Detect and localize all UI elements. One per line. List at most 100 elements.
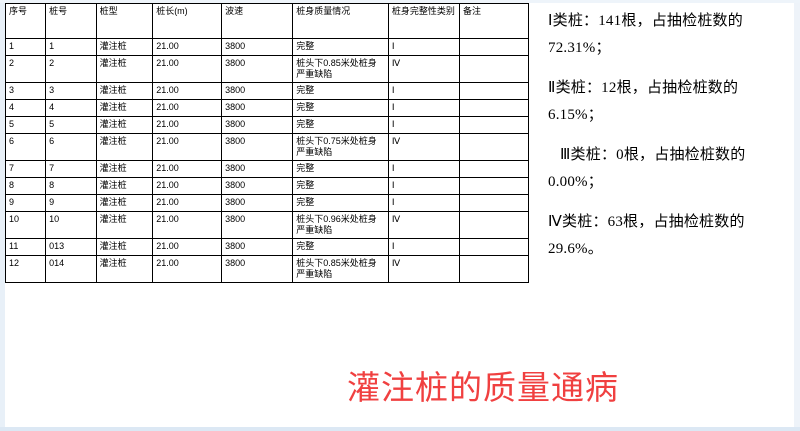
cell-quality: 完整 [292,82,389,100]
cell-index: 5 [4,116,47,134]
cell-quality: 完整 [292,177,389,195]
note-class-2-line1: Ⅱ类桩：12根，占抽检桩数的 [548,80,739,96]
cell-remark [458,82,530,100]
cell-wave-speed: 3800 [221,55,294,83]
cell-pile-type: 灌注桩 [95,133,154,161]
cell-pile-type: 灌注桩 [95,160,154,178]
cell-pile-no: 8 [45,177,97,195]
statistics-notes: Ⅰ类桩：141根，占抽检桩数的 72.31%； Ⅱ类桩：12根，占抽检桩数的 6… [548,8,794,276]
table-body: 1 1 灌注桩 21.00 3800 完整 Ⅰ 2 2 灌注桩 21.00 38… [4,38,530,283]
cell-pile-length: 21.00 [152,194,223,212]
cell-index: 6 [4,133,47,161]
note-class-4: Ⅳ类桩：63根，占抽检桩数的 29.6%。 [548,209,794,263]
cell-index: 11 [4,238,47,256]
cell-quality: 完整 [292,116,389,134]
table-header-cell: 桩身完整性类别 [387,3,460,39]
table-row: 12 014 灌注桩 21.00 3800 桩头下0.85米处桩身严重缺陷 Ⅳ [4,255,530,283]
cell-wave-speed: 3800 [221,38,294,56]
cell-integrity-class: Ⅳ [387,133,460,161]
cell-integrity-class: Ⅰ [387,160,460,178]
cell-quality: 桩头下0.75米处桩身严重缺陷 [292,133,389,161]
table-row: 6 6 灌注桩 21.00 3800 桩头下0.75米处桩身严重缺陷 Ⅳ [4,133,530,161]
table-header-cell: 桩号 [45,3,97,39]
cell-pile-length: 21.00 [152,82,223,100]
cell-quality: 桩头下0.85米处桩身严重缺陷 [292,55,389,83]
page-edge-bottom [0,427,800,431]
cell-integrity-class: Ⅳ [387,255,460,283]
cell-pile-length: 21.00 [152,38,223,56]
table-header-cell: 波速 [221,3,294,39]
table-row: 5 5 灌注桩 21.00 3800 完整 Ⅰ [4,116,530,134]
slide-overlay-title: 灌注桩的质量通病 [347,371,619,407]
cell-index: 4 [4,99,47,117]
cell-wave-speed: 3800 [221,82,294,100]
cell-quality: 完整 [292,194,389,212]
cell-index: 3 [4,82,47,100]
cell-index: 9 [4,194,47,212]
note-class-3-line2: 0.00%； [548,174,603,190]
cell-wave-speed: 3800 [221,177,294,195]
cell-pile-length: 21.00 [152,55,223,83]
note-class-4-line1: Ⅳ类桩：63根，占抽检桩数的 [548,214,745,230]
cell-pile-type: 灌注桩 [95,82,154,100]
cell-index: 1 [4,38,47,56]
table-row: 2 2 灌注桩 21.00 3800 桩头下0.85米处桩身严重缺陷 Ⅳ [4,55,530,83]
note-class-3: Ⅲ类桩：0根，占抽检桩数的 0.00%； [548,142,794,196]
cell-remark [458,160,530,178]
cell-pile-no: 014 [45,255,97,283]
cell-integrity-class: Ⅳ [387,55,460,83]
cell-quality: 完整 [292,238,389,256]
cell-integrity-class: Ⅰ [387,238,460,256]
cell-wave-speed: 3800 [221,99,294,117]
cell-index: 8 [4,177,47,195]
cell-pile-type: 灌注桩 [95,99,154,117]
cell-integrity-class: Ⅰ [387,99,460,117]
cell-pile-type: 灌注桩 [95,238,154,256]
note-class-2-line2: 6.15%； [548,107,603,123]
cell-integrity-class: Ⅳ [387,211,460,239]
cell-wave-speed: 3800 [221,255,294,283]
cell-integrity-class: Ⅰ [387,177,460,195]
table-row: 7 7 灌注桩 21.00 3800 完整 Ⅰ [4,160,530,178]
cell-pile-type: 灌注桩 [95,55,154,83]
cell-pile-type: 灌注桩 [95,211,154,239]
cell-remark [458,38,530,56]
cell-remark [458,55,530,83]
cell-pile-type: 灌注桩 [95,116,154,134]
cell-pile-length: 21.00 [152,160,223,178]
cell-index: 10 [4,211,47,239]
pile-inspection-table-wrap: 序号 桩号 桩型 桩长(m) 波速 桩身质量情况 桩身完整性类别 备注 1 1 … [4,3,530,283]
cell-quality: 完整 [292,160,389,178]
cell-pile-type: 灌注桩 [95,38,154,56]
table-header-cell: 序号 [4,3,47,39]
cell-pile-no: 5 [45,116,97,134]
cell-pile-type: 灌注桩 [95,255,154,283]
page-edge-top [0,0,800,3]
cell-wave-speed: 3800 [221,160,294,178]
cell-integrity-class: Ⅰ [387,38,460,56]
cell-pile-length: 21.00 [152,238,223,256]
cell-remark [458,211,530,239]
table-row: 11 013 灌注桩 21.00 3800 完整 Ⅰ [4,238,530,256]
cell-pile-no: 1 [45,38,97,56]
cell-index: 2 [4,55,47,83]
cell-wave-speed: 3800 [221,211,294,239]
table-header-cell: 备注 [458,3,530,39]
table-row: 3 3 灌注桩 21.00 3800 完整 Ⅰ [4,82,530,100]
table-row: 9 9 灌注桩 21.00 3800 完整 Ⅰ [4,194,530,212]
pile-inspection-table: 序号 桩号 桩型 桩长(m) 波速 桩身质量情况 桩身完整性类别 备注 1 1 … [4,3,530,283]
note-class-3-line1: Ⅲ类桩：0根，占抽检桩数的 [560,147,746,163]
cell-pile-length: 21.00 [152,177,223,195]
table-header-cell: 桩型 [95,3,154,39]
table-header-row: 序号 桩号 桩型 桩长(m) 波速 桩身质量情况 桩身完整性类别 备注 [4,3,530,39]
note-class-1-line1: Ⅰ类桩：141根，占抽检桩数的 [548,13,743,29]
note-class-1: Ⅰ类桩：141根，占抽检桩数的 72.31%； [548,8,794,62]
cell-wave-speed: 3800 [221,116,294,134]
table-row: 1 1 灌注桩 21.00 3800 完整 Ⅰ [4,38,530,56]
table-header-cell: 桩长(m) [152,3,223,39]
cell-index: 12 [4,255,47,283]
cell-remark [458,238,530,256]
cell-integrity-class: Ⅰ [387,82,460,100]
cell-pile-no: 013 [45,238,97,256]
